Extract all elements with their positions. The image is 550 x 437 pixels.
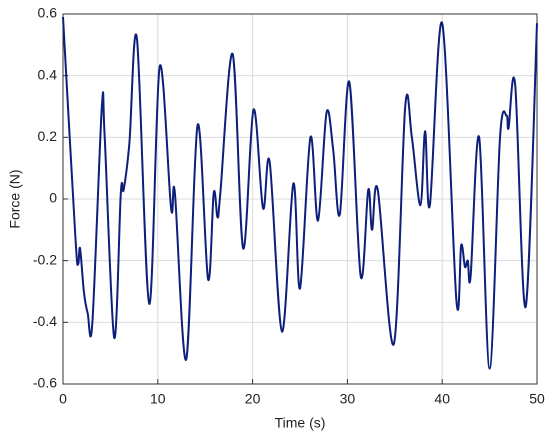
x-tick-label: 10 — [150, 391, 166, 407]
x-axis-label: Time (s) — [275, 415, 326, 431]
y-tick-label: -0.4 — [33, 313, 57, 329]
y-tick-label: -0.6 — [33, 375, 57, 391]
y-tick-label: 0 — [49, 190, 57, 206]
plot-frame — [62, 13, 538, 385]
x-tick-label: 20 — [245, 391, 261, 407]
x-tick-label: 50 — [529, 391, 545, 407]
y-tick-label: 0.2 — [38, 128, 58, 144]
data-line — [62, 17, 538, 370]
x-tick-label: 30 — [340, 391, 356, 407]
x-tick-label: 0 — [59, 391, 67, 407]
y-tick-label: 0.4 — [38, 66, 58, 82]
y-axis-label: Force (N) — [7, 169, 23, 228]
x-tick-label: 40 — [434, 391, 450, 407]
y-tick-label: 0.6 — [38, 5, 58, 21]
y-tick-label: -0.2 — [33, 251, 57, 267]
